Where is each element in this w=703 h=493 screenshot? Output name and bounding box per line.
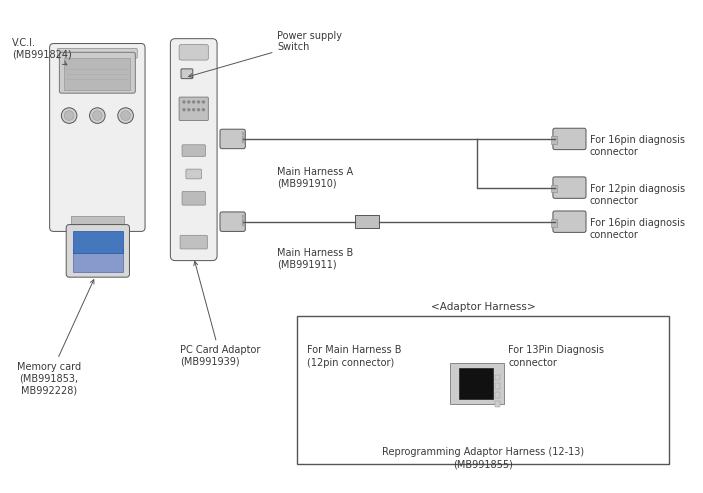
- Text: Main Harness A
(MB991910): Main Harness A (MB991910): [278, 167, 354, 189]
- Circle shape: [61, 108, 77, 123]
- FancyBboxPatch shape: [355, 215, 379, 228]
- FancyBboxPatch shape: [71, 216, 124, 224]
- Text: PC Card Adaptor
(MB991939): PC Card Adaptor (MB991939): [180, 261, 260, 367]
- FancyBboxPatch shape: [181, 69, 193, 78]
- Bar: [551, 136, 557, 144]
- Bar: [243, 140, 245, 143]
- FancyBboxPatch shape: [460, 368, 493, 399]
- Circle shape: [198, 109, 200, 111]
- FancyBboxPatch shape: [186, 169, 202, 179]
- Circle shape: [64, 111, 74, 120]
- Circle shape: [202, 109, 205, 111]
- Text: V.C.I.
(MB991824): V.C.I. (MB991824): [12, 37, 72, 65]
- FancyBboxPatch shape: [220, 212, 245, 231]
- FancyBboxPatch shape: [73, 249, 122, 272]
- Bar: [494, 383, 501, 389]
- FancyBboxPatch shape: [182, 145, 205, 156]
- FancyBboxPatch shape: [64, 58, 131, 90]
- Circle shape: [188, 101, 190, 103]
- Circle shape: [93, 111, 102, 120]
- FancyBboxPatch shape: [50, 43, 145, 231]
- Bar: [243, 215, 245, 218]
- FancyBboxPatch shape: [553, 177, 586, 198]
- FancyBboxPatch shape: [179, 97, 208, 120]
- Circle shape: [89, 108, 105, 123]
- FancyBboxPatch shape: [58, 125, 137, 198]
- Bar: [494, 401, 501, 407]
- Text: Memory card
(MB991853,
MB992228): Memory card (MB991853, MB992228): [17, 280, 94, 395]
- FancyBboxPatch shape: [73, 231, 122, 253]
- Text: For 12pin diagnosis
connector: For 12pin diagnosis connector: [590, 184, 685, 206]
- Bar: [243, 219, 245, 222]
- Circle shape: [118, 108, 134, 123]
- Text: For 13Pin Diagnosis
connector: For 13Pin Diagnosis connector: [508, 345, 604, 368]
- FancyBboxPatch shape: [66, 225, 129, 277]
- Bar: [551, 185, 557, 192]
- FancyBboxPatch shape: [58, 48, 137, 58]
- Text: Main Harness B
(MB991911): Main Harness B (MB991911): [278, 248, 354, 270]
- Bar: [494, 392, 501, 398]
- Text: <Adaptor Harness>: <Adaptor Harness>: [430, 302, 535, 312]
- FancyBboxPatch shape: [553, 128, 586, 150]
- Bar: [494, 375, 501, 380]
- Text: For 16pin diagnosis
connector: For 16pin diagnosis connector: [590, 218, 685, 240]
- FancyBboxPatch shape: [180, 235, 207, 249]
- FancyBboxPatch shape: [220, 129, 245, 149]
- Circle shape: [202, 101, 205, 103]
- FancyBboxPatch shape: [59, 52, 135, 93]
- Bar: [243, 223, 245, 226]
- FancyBboxPatch shape: [553, 211, 586, 232]
- Circle shape: [183, 101, 185, 103]
- FancyBboxPatch shape: [450, 363, 504, 404]
- FancyBboxPatch shape: [179, 44, 208, 60]
- Circle shape: [183, 109, 185, 111]
- Circle shape: [198, 101, 200, 103]
- Text: For 16pin diagnosis
connector: For 16pin diagnosis connector: [590, 135, 685, 157]
- Circle shape: [188, 109, 190, 111]
- Circle shape: [193, 101, 195, 103]
- FancyBboxPatch shape: [170, 38, 217, 261]
- Circle shape: [121, 111, 131, 120]
- Text: Reprogramming Adaptor Harness (12-13)
(MB991855): Reprogramming Adaptor Harness (12-13) (M…: [382, 447, 584, 470]
- FancyBboxPatch shape: [297, 316, 669, 464]
- Text: Power supply
Switch: Power supply Switch: [188, 31, 342, 77]
- Bar: [551, 219, 557, 227]
- FancyBboxPatch shape: [182, 191, 205, 205]
- Circle shape: [193, 109, 195, 111]
- Text: For Main Harness B
(12pin connector): For Main Harness B (12pin connector): [307, 345, 401, 368]
- Bar: [243, 132, 245, 135]
- Bar: [243, 136, 245, 139]
